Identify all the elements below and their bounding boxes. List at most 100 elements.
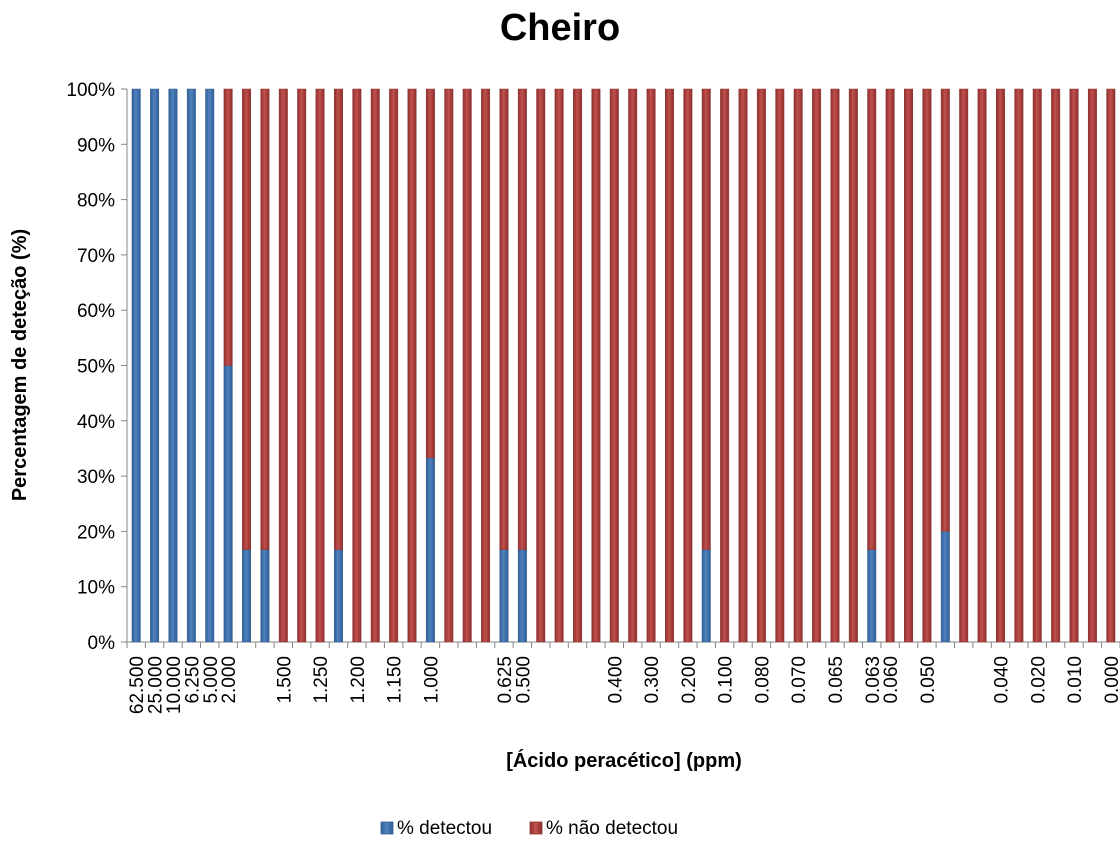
bar-nao-detectou <box>959 88 969 643</box>
y-tick-label: 90% <box>77 135 115 156</box>
bar-detectou <box>499 549 509 643</box>
bar-nao-detectou <box>1014 88 1024 643</box>
x-tick-label: 0.040 <box>991 656 1012 704</box>
y-tick-label: 60% <box>77 301 115 322</box>
bar-nao-detectou <box>848 88 858 643</box>
bar-detectou <box>186 88 196 643</box>
bar-nao-detectou <box>260 88 270 550</box>
bar-nao-detectou <box>830 88 840 643</box>
x-tick-label: 0.500 <box>513 656 534 704</box>
bar-nao-detectou <box>352 88 362 643</box>
x-tick-label: 0.625 <box>495 656 516 704</box>
x-tick-label: 0.000 <box>1102 656 1120 704</box>
x-tick-label: 0.400 <box>605 656 626 704</box>
bar-nao-detectou <box>573 88 583 643</box>
bar-detectou <box>940 531 950 643</box>
bar-detectou <box>701 549 711 643</box>
bar-nao-detectou <box>977 88 987 643</box>
bar-nao-detectou <box>481 88 491 643</box>
plot-area: 0%10%20%30%40%50%60%70%80%90%100%62.5002… <box>66 80 1120 714</box>
x-tick-label: 0.060 <box>881 656 902 704</box>
legend-swatch-detectou <box>380 821 394 835</box>
legend-swatch-nao-detectou <box>529 821 543 835</box>
bar-detectou <box>333 549 343 643</box>
bar-detectou <box>150 88 160 643</box>
bar-nao-detectou <box>591 88 601 643</box>
bar-nao-detectou <box>904 88 914 643</box>
bar-nao-detectou <box>297 88 307 643</box>
bar-nao-detectou <box>1106 88 1116 643</box>
legend: % detectou % não detectou <box>380 818 678 839</box>
bar-nao-detectou <box>333 88 343 550</box>
x-tick-label: 10.000 <box>164 656 185 714</box>
chart-title: Cheiro <box>500 7 620 49</box>
x-tick-label: 0.300 <box>642 656 663 704</box>
bar-nao-detectou <box>444 88 454 643</box>
x-tick-label: 1.500 <box>274 656 295 704</box>
y-tick-label: 50% <box>77 357 115 378</box>
bar-nao-detectou <box>1087 88 1097 643</box>
x-tick-label: 1.150 <box>385 656 406 704</box>
x-tick-label: 0.063 <box>863 656 884 704</box>
y-tick-label: 40% <box>77 412 115 433</box>
legend-label-nao-detectou: % não detectou <box>546 818 678 839</box>
x-tick-label: 0.065 <box>826 656 847 704</box>
bar-nao-detectou <box>922 88 932 643</box>
bar-nao-detectou <box>425 88 435 459</box>
bar-nao-detectou <box>242 88 252 550</box>
bar-nao-detectou <box>867 88 877 550</box>
bar-nao-detectou <box>462 88 472 643</box>
bar-detectou <box>131 88 141 643</box>
bar-nao-detectou <box>885 88 895 643</box>
legend-label-detectou: % detectou <box>397 818 492 839</box>
x-tick-label: 0.070 <box>789 656 810 704</box>
x-tick-label: 62.500 <box>127 656 148 714</box>
bar-detectou <box>260 549 270 643</box>
bar-nao-detectou <box>517 88 527 550</box>
y-tick-label: 100% <box>66 80 115 101</box>
bar-detectou <box>242 549 252 643</box>
bar-detectou <box>867 549 877 643</box>
x-tick-label: 0.200 <box>679 656 700 704</box>
bar-nao-detectou <box>628 88 638 643</box>
x-tick-label: 0.010 <box>1065 656 1086 704</box>
x-tick-label: 5.000 <box>201 656 222 704</box>
bar-nao-detectou <box>554 88 564 643</box>
bar-nao-detectou <box>775 88 785 643</box>
bar-nao-detectou <box>499 88 509 550</box>
x-tick-label: 1.200 <box>348 656 369 704</box>
bar-nao-detectou <box>995 88 1005 643</box>
bar-nao-detectou <box>664 88 674 643</box>
bar-nao-detectou <box>738 88 748 643</box>
x-tick-label: 25.000 <box>146 656 167 714</box>
bar-detectou <box>517 549 527 643</box>
bar-nao-detectou <box>756 88 766 643</box>
bar-nao-detectou <box>370 88 380 643</box>
bar-nao-detectou <box>646 88 656 643</box>
bar-nao-detectou <box>720 88 730 643</box>
bar-nao-detectou <box>1051 88 1061 643</box>
legend-item-nao-detectou: % não detectou <box>529 818 678 839</box>
y-tick-label: 10% <box>77 578 115 599</box>
bar-nao-detectou <box>1032 88 1042 643</box>
x-tick-label: 0.050 <box>918 656 939 704</box>
x-tick-label: 2.000 <box>219 656 240 704</box>
y-tick-label: 0% <box>88 633 116 654</box>
x-tick-label: 0.080 <box>752 656 773 704</box>
bar-nao-detectou <box>793 88 803 643</box>
y-axis-title: Percentagem de deteção (%) <box>9 229 31 501</box>
bar-detectou <box>205 88 215 643</box>
x-tick-label: 1.250 <box>311 656 332 704</box>
bar-nao-detectou <box>812 88 822 643</box>
y-tick-label: 80% <box>77 191 115 212</box>
bar-nao-detectou <box>536 88 546 643</box>
bar-nao-detectou <box>278 88 288 643</box>
bar-nao-detectou <box>389 88 399 643</box>
bar-nao-detectou <box>940 88 950 532</box>
bar-detectou <box>425 457 435 643</box>
y-tick-label: 20% <box>77 522 115 543</box>
bar-nao-detectou <box>407 88 417 643</box>
bar-nao-detectou <box>609 88 619 643</box>
x-tick-label: 1.000 <box>421 656 442 704</box>
